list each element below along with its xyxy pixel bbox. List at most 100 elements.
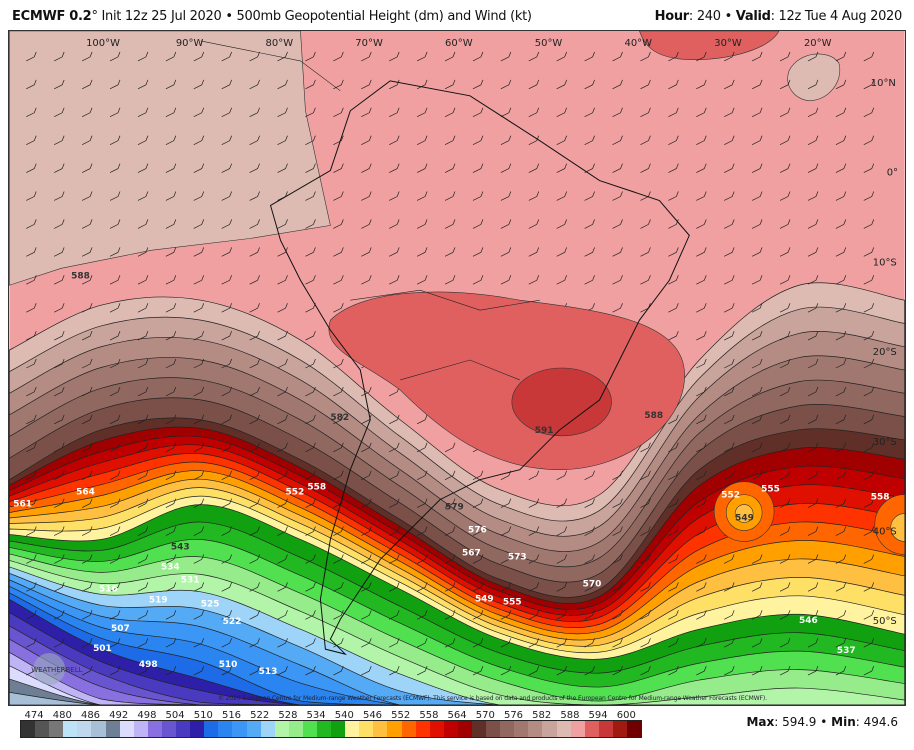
wind-barb-icon <box>724 610 735 620</box>
wind-barb-icon <box>724 51 735 62</box>
contour-label: 567 <box>462 548 481 558</box>
wind-barb-icon <box>54 330 65 341</box>
wind-barb-icon <box>389 79 400 90</box>
wind-barb-icon <box>137 330 149 341</box>
wind-barb-icon <box>807 51 819 62</box>
wind-barb-icon <box>668 582 679 592</box>
wind-barb-icon <box>165 219 177 229</box>
wind-barb-icon <box>137 247 149 257</box>
wind-barb-icon <box>835 79 847 90</box>
wind-barb-icon <box>389 163 400 173</box>
wind-barb-icon <box>416 526 428 536</box>
wind-barb-icon <box>165 79 177 90</box>
contour-label: 558 <box>871 493 890 503</box>
lat-label: 20°S <box>873 347 897 358</box>
wind-barb-icon <box>863 526 875 536</box>
wind-barb-icon <box>584 582 595 592</box>
wind-barb-icon <box>724 191 735 201</box>
wind-barb-icon <box>807 414 819 425</box>
wind-barb-icon <box>137 358 149 369</box>
wind-barb-icon <box>807 665 819 676</box>
wind-barb-icon <box>361 442 372 453</box>
contour-label: 588 <box>71 271 90 281</box>
contour-label: 552 <box>721 491 740 501</box>
colorbar-label: 594 <box>588 710 608 721</box>
wind-barb-icon <box>137 470 149 480</box>
wind-barb-icon <box>221 275 232 285</box>
wind-barb-icon <box>500 247 512 257</box>
wind-barb-icon <box>863 638 875 648</box>
wind-barb-icon <box>779 498 791 508</box>
contour-label: 564 <box>76 488 95 498</box>
wind-barb-icon <box>221 442 232 453</box>
wind-barb-icon <box>500 498 512 508</box>
wind-barb-icon <box>724 303 735 313</box>
wind-barb-icon <box>556 107 567 118</box>
wind-barb-icon <box>361 191 372 201</box>
wind-barb-icon <box>221 386 232 397</box>
wind-barb-icon <box>835 51 847 62</box>
wind-barb-icon <box>779 358 791 369</box>
colorbar-swatch <box>429 721 444 737</box>
wind-barb-icon <box>333 638 344 648</box>
wind-barb-icon <box>472 107 484 118</box>
wind-barb-icon <box>612 638 623 648</box>
wind-barb-icon <box>500 163 512 173</box>
lon-label: 20°W <box>804 38 832 49</box>
wind-barb-icon <box>751 638 763 648</box>
wind-barb-icon <box>472 275 484 285</box>
wind-barb-icon <box>696 275 707 285</box>
wind-barb-icon <box>668 665 679 676</box>
wind-barb-icon <box>863 191 875 201</box>
wind-barb-icon <box>835 219 847 229</box>
wind-barb-icon <box>361 79 372 90</box>
wind-barb-icon <box>472 191 484 201</box>
wind-barb-icon <box>724 135 735 145</box>
weather-map[interactable]: 100°W 90°W 80°W 70°W 60°W 50°W 40°W 30°W… <box>8 30 906 706</box>
wind-barb-icon <box>863 79 875 90</box>
valid-time: Hour: 240 • Valid: 12z Tue 4 Aug 2020 <box>655 9 903 24</box>
high-pressure-594 <box>511 367 612 437</box>
wind-barb-icon <box>81 330 93 341</box>
wind-barb-icon <box>779 107 791 118</box>
wind-barb-icon <box>807 330 819 341</box>
wind-barb-icon <box>54 135 65 145</box>
wind-barb-icon <box>696 135 707 145</box>
wind-barb-icon <box>165 582 177 592</box>
wind-barb-icon <box>640 247 651 257</box>
wind-barb-icon <box>389 51 400 62</box>
wind-barb-icon <box>751 219 763 229</box>
wind-barb-icon <box>863 135 875 145</box>
wind-barb-icon <box>835 330 847 341</box>
wind-barb-icon <box>109 386 121 397</box>
wind-barb-icon <box>333 498 344 508</box>
wind-barb-icon <box>54 554 65 564</box>
wind-barb-icon <box>500 582 512 592</box>
wind-barb-icon <box>277 554 288 564</box>
lon-label: 40°W <box>625 38 653 49</box>
wind-barb-icon <box>724 470 735 480</box>
wind-barb-icon <box>54 275 65 285</box>
wind-barb-icon <box>807 386 819 397</box>
colorbar-label: 588 <box>560 710 580 721</box>
wind-barb-icon <box>612 554 623 564</box>
wind-barb-icon <box>668 330 679 341</box>
colorbar-swatch <box>331 721 346 737</box>
wind-barb-icon <box>500 219 512 229</box>
wind-barb-icon <box>81 219 93 229</box>
wind-barb-icon <box>556 554 567 564</box>
map-title: ECMWF 0.2° Init 12z 25 Jul 2020 • 500mb … <box>12 9 532 24</box>
wind-barb-icon <box>724 163 735 173</box>
colorbar-label: 486 <box>80 710 101 721</box>
colorbar-swatch <box>63 721 78 737</box>
wind-barb-icon <box>472 582 484 592</box>
wind-barb-icon <box>556 51 567 62</box>
wind-barb-icon <box>361 163 372 173</box>
wind-barb-icon <box>54 442 65 453</box>
wind-barb-icon <box>584 163 595 173</box>
wind-barb-icon <box>472 610 484 620</box>
wind-barb-icon <box>26 582 37 592</box>
wind-barb-icon <box>500 107 512 118</box>
wind-barb-icon <box>640 470 651 480</box>
wind-barb-icon <box>807 526 819 536</box>
